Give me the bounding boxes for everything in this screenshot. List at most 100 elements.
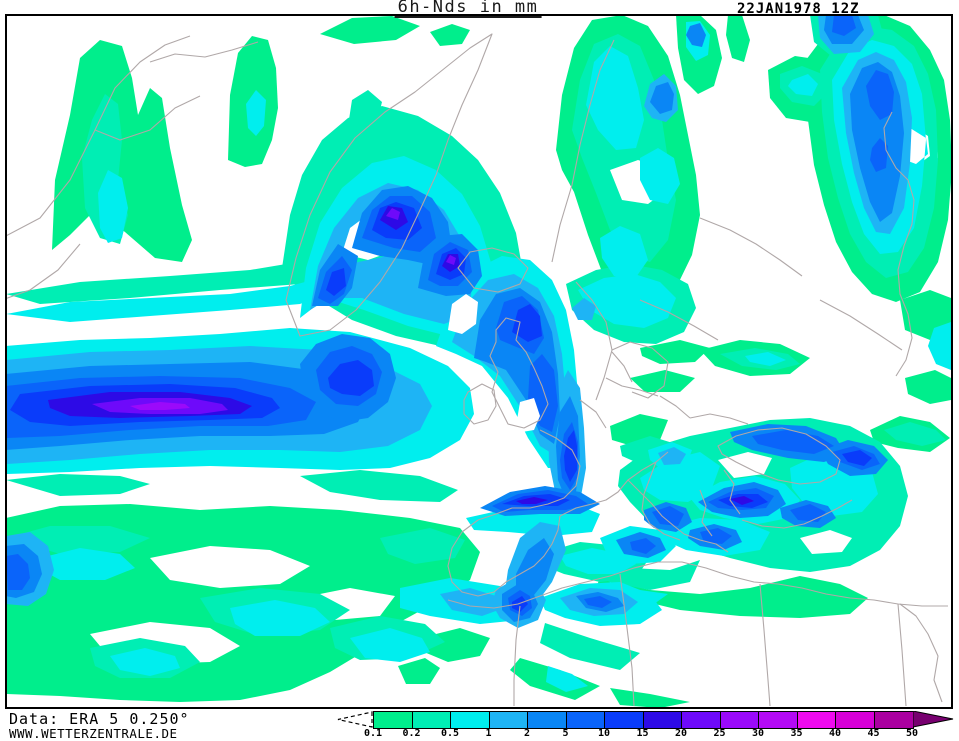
precip-region bbox=[98, 170, 128, 243]
coastline bbox=[457, 247, 529, 293]
legend-box-15 bbox=[643, 712, 682, 728]
map-frame-overlay bbox=[5, 14, 953, 709]
precip-contour-layer bbox=[7, 16, 951, 707]
coastline bbox=[551, 39, 615, 263]
data-source-label: Data: ERA 5 0.250° bbox=[9, 710, 190, 728]
legend-tick-labels: 0.1 0.2 0.5 1 2 5 10 15 20 25 30 35 40 45 50 bbox=[364, 728, 918, 740]
map-title: 6h-Nds in mm bbox=[394, 0, 542, 18]
precip-region bbox=[7, 260, 338, 304]
coastline bbox=[447, 561, 948, 609]
coastline bbox=[7, 35, 191, 236]
coastline bbox=[513, 573, 907, 707]
precip-region bbox=[546, 666, 588, 692]
precip-region bbox=[578, 274, 676, 328]
precip-region bbox=[604, 582, 668, 604]
legend-tick: 0.2 bbox=[402, 728, 421, 739]
precip-region bbox=[726, 16, 750, 62]
precip-region bbox=[866, 70, 894, 120]
precip-region bbox=[398, 658, 440, 684]
precip-region bbox=[300, 470, 458, 502]
coastline bbox=[899, 603, 943, 703]
precip-region bbox=[652, 506, 684, 526]
legend-box-25 bbox=[720, 712, 759, 728]
legend-tick: 0.1 bbox=[363, 728, 383, 739]
legend-box-10 bbox=[605, 712, 644, 728]
precip-region bbox=[700, 528, 732, 544]
coastline bbox=[575, 281, 669, 401]
legend-box-2 bbox=[528, 712, 567, 728]
precip-region bbox=[7, 278, 334, 322]
coastline-layer bbox=[7, 33, 948, 707]
precip-region bbox=[430, 24, 470, 46]
legend-box-30 bbox=[759, 712, 798, 728]
precip-region bbox=[905, 370, 951, 404]
precip-region bbox=[110, 648, 180, 676]
precip-region bbox=[752, 430, 834, 454]
coastline bbox=[7, 243, 81, 299]
precip-region bbox=[230, 600, 330, 636]
legend-box-5 bbox=[566, 712, 605, 728]
precip-region bbox=[512, 304, 542, 342]
coastline bbox=[741, 499, 853, 529]
overflow-arrow-icon bbox=[913, 711, 954, 728]
legend-box-0.5 bbox=[451, 712, 490, 728]
precip-region bbox=[842, 450, 872, 466]
legend-box-0.1 bbox=[374, 712, 413, 728]
precip-region bbox=[884, 422, 946, 446]
precip-region bbox=[610, 688, 690, 707]
precip-region bbox=[516, 497, 548, 504]
precip-region bbox=[640, 148, 680, 204]
precip-region bbox=[448, 294, 478, 334]
legend-tick: 0.5 bbox=[440, 728, 460, 739]
legend-box-1 bbox=[489, 712, 528, 728]
precip-region bbox=[832, 16, 856, 36]
coastline bbox=[447, 429, 581, 597]
coastline bbox=[149, 41, 259, 63]
precip-region bbox=[7, 554, 30, 590]
precip-region bbox=[540, 623, 640, 670]
legend-tick: 25 bbox=[713, 728, 726, 739]
precip-region bbox=[572, 298, 596, 320]
precip-region bbox=[790, 504, 826, 522]
legend-box-40 bbox=[836, 712, 875, 728]
legend-tick: 35 bbox=[790, 728, 803, 739]
coastline bbox=[94, 95, 201, 141]
precip-region bbox=[7, 474, 150, 496]
precip-region bbox=[745, 352, 786, 366]
map-datetime: 22JAN1978 12Z bbox=[737, 1, 860, 17]
color-scale-legend: 0.1 0.2 0.5 1 2 5 10 15 20 25 30 35 40 45 50 bbox=[336, 711, 956, 741]
precip-region bbox=[40, 548, 135, 580]
coastline bbox=[489, 317, 549, 429]
website-label: WWW.WETTERZENTRALE.DE bbox=[9, 726, 178, 741]
precip-region bbox=[328, 360, 374, 396]
precip-region bbox=[380, 528, 465, 564]
coastline bbox=[639, 217, 903, 351]
precip-region bbox=[326, 268, 346, 296]
legend-color-boxes bbox=[373, 711, 914, 729]
precip-region bbox=[640, 340, 710, 364]
precip-region bbox=[650, 82, 674, 114]
precip-region bbox=[600, 226, 648, 280]
precip-region bbox=[320, 16, 420, 44]
precip-region bbox=[512, 596, 528, 612]
coastline bbox=[559, 451, 685, 541]
legend-box-45 bbox=[874, 712, 913, 728]
precip-region bbox=[586, 46, 644, 150]
legend-tick: 50 bbox=[905, 728, 919, 739]
precip-region bbox=[928, 322, 951, 370]
precip-region bbox=[246, 90, 266, 136]
precip-region bbox=[130, 402, 190, 410]
legend-tick: 45 bbox=[867, 728, 880, 739]
legend-tick: 1 bbox=[485, 728, 492, 739]
underflow-dashed-arrow-icon bbox=[337, 711, 373, 728]
precip-region bbox=[686, 23, 706, 47]
legend-box-35 bbox=[797, 712, 836, 728]
coastline bbox=[883, 111, 915, 377]
precip-region bbox=[730, 496, 754, 505]
legend-tick: 15 bbox=[636, 728, 649, 739]
precip-region bbox=[630, 370, 695, 392]
coastline bbox=[683, 469, 741, 553]
legend-tick: 30 bbox=[751, 728, 765, 739]
